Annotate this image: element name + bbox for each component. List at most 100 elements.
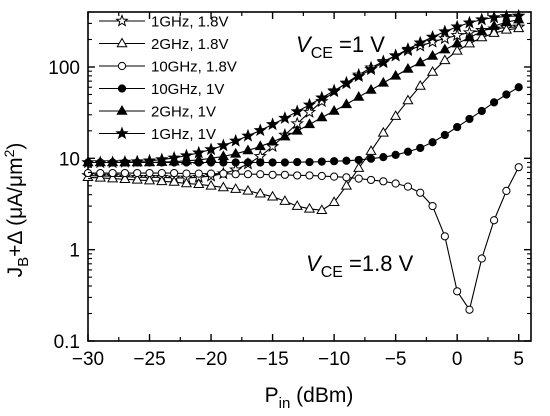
legend: 1GHz, 1.8V 2GHz, 1.8V 10GHz, 1.8V 10GHz, 1V… [99,14,237,143]
data-point [293,171,302,180]
data-point [379,153,388,162]
axes-layer: −30 −25 −20 −15 −10 −5 0 5 0.1 1 10 100 [48,11,531,370]
data-point [230,147,242,158]
data-point [354,155,363,165]
data-point [390,69,402,80]
data-point [217,150,229,161]
data-point [377,126,389,137]
data-point [253,123,267,137]
data-point [391,179,400,188]
data-point [330,157,339,166]
data-point [451,44,463,55]
data-point [156,175,168,186]
x-tick-label: −10 [318,349,350,370]
x-tick-label: −5 [385,349,407,370]
data-point [182,169,191,178]
data-point [379,177,388,186]
data-point [302,97,317,111]
data-point [514,163,523,172]
y-tick-label: 10 [59,149,80,170]
data-point [142,153,157,167]
data-point [254,187,266,198]
data-point [330,172,339,181]
legend-label: 10GHz, 1V [151,81,224,98]
data-point [440,130,449,140]
data-point [83,168,93,178]
data-point [403,182,413,191]
legend-entry: 10GHz, 1V [99,81,224,98]
x-tick-label: −15 [256,349,288,370]
data-point [266,135,279,146]
data-point [192,145,206,159]
data-point [317,157,326,166]
data-point [489,98,499,107]
data-point [476,25,488,36]
data-point [305,171,314,180]
data-point [402,63,414,73]
data-point [316,111,328,122]
data-point [500,23,513,34]
data-point [265,117,280,131]
data-point [170,168,179,178]
data-point [453,287,462,296]
data-point [453,122,462,132]
data-point [488,27,500,37]
data-point [280,158,289,167]
data-point [342,156,351,165]
data-point [352,69,366,83]
data-point [131,173,143,184]
series-layer [81,8,526,314]
data-point [219,169,228,178]
x-tick-label: 0 [452,349,463,370]
legend-marker [116,37,128,48]
series-5 [81,8,526,169]
data-point [476,31,488,42]
data-point [256,158,265,167]
data-point [145,168,154,178]
data-point [413,35,427,49]
series-2 [83,163,523,314]
data-point [342,173,351,182]
data-point [465,114,474,124]
data-point [316,204,328,215]
annotation-vce-1: VCE =1 V [296,32,385,62]
data-point [416,143,425,153]
data-point [428,201,437,211]
annotation-vce-18: VCE =1.8 V [306,251,414,281]
legend-entry: 2GHz, 1.8V [99,36,229,53]
data-point [243,170,253,179]
legend-label: 1GHz, 1V [151,126,216,143]
data-point [231,170,240,179]
data-point [438,24,452,38]
data-point [108,168,117,178]
data-point [426,66,439,76]
legend-entry: 2GHz, 1V [99,104,216,121]
data-point [426,49,439,60]
data-point [133,168,142,178]
legend-label: 10GHz, 1.8V [151,59,237,76]
data-point [475,12,489,26]
data-point [106,172,119,183]
data-point [465,305,474,314]
data-point [489,216,499,225]
legend-marker [115,126,129,140]
data-point [402,94,414,105]
data-point [130,154,144,168]
y-tick-label: 1 [69,241,80,262]
data-point [353,162,365,172]
data-point [303,202,316,213]
data-point [194,169,203,178]
series-1 [82,22,525,215]
data-point [428,138,437,147]
data-point [339,76,354,90]
legend-label: 1GHz, 1.8V [151,14,229,31]
data-point [155,152,169,166]
data-point [228,133,243,147]
y-axis-label-sub: B [15,257,32,267]
data-point [425,29,440,43]
data-point [451,37,463,48]
data-point [377,76,389,87]
data-point [439,54,451,65]
x-tick-label: −20 [195,349,227,370]
